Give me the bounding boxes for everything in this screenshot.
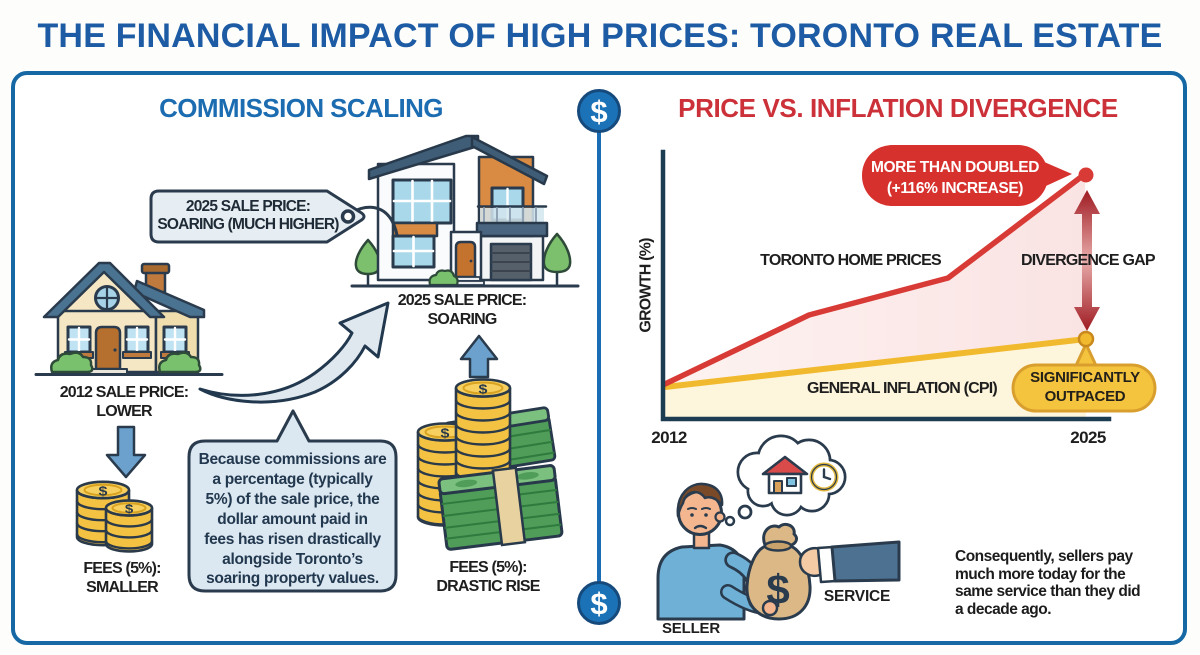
svg-text:$: $ [590,586,607,621]
svg-text:$: $ [99,485,108,499]
svg-text:$: $ [590,94,607,129]
svg-text:$: $ [125,503,134,516]
svg-text:$: $ [441,427,450,441]
svg-text:$: $ [479,383,488,397]
